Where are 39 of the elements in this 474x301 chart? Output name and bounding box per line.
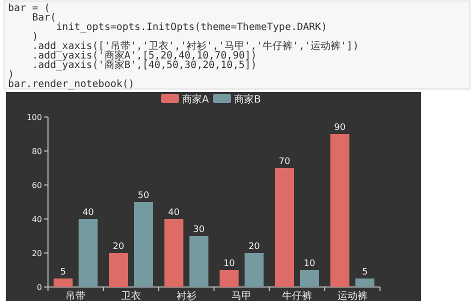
bar xyxy=(244,253,264,287)
data-label: 20 xyxy=(112,242,124,252)
x-tick-label: 牛仔裤 xyxy=(282,290,312,301)
data-label: 5 xyxy=(362,268,368,278)
x-tick-label: 衬衫 xyxy=(176,290,196,301)
data-label: 30 xyxy=(193,225,205,235)
y-tick-label: 60 xyxy=(32,181,42,190)
data-label: 20 xyxy=(248,242,260,252)
bar xyxy=(109,253,128,287)
legend-label: 商家A xyxy=(182,94,209,106)
x-tick-label: 运动裤 xyxy=(337,290,368,301)
data-label: 40 xyxy=(82,208,94,218)
x-tick-label: 马甲 xyxy=(232,291,252,301)
data-label: 10 xyxy=(223,259,236,269)
x-tick-label: 卫衣 xyxy=(121,290,141,301)
data-label: 90 xyxy=(334,123,346,133)
bar xyxy=(300,270,319,287)
bar xyxy=(355,278,374,287)
bar xyxy=(330,134,350,287)
y-tick-label: 0 xyxy=(36,283,42,292)
data-label: 10 xyxy=(304,259,316,269)
bar xyxy=(134,202,153,287)
bar xyxy=(189,236,208,287)
bar xyxy=(220,270,239,287)
bar xyxy=(275,168,294,287)
data-label: 70 xyxy=(278,157,290,167)
data-label: 5 xyxy=(60,268,66,278)
y-tick-label: 20 xyxy=(32,249,42,258)
data-label: 50 xyxy=(138,191,150,201)
y-tick-label: 40 xyxy=(32,215,42,224)
y-tick-label: 80 xyxy=(32,147,42,156)
x-tick-label: 吊带 xyxy=(66,290,86,301)
bar xyxy=(78,219,98,287)
data-label: 40 xyxy=(168,208,180,218)
y-tick-label: 100 xyxy=(26,113,42,122)
bar xyxy=(54,278,73,287)
legend-label: 商家B xyxy=(234,94,261,106)
bar xyxy=(164,219,184,287)
annotations: bar = ( Bar( init_opts=opts.InitOpts(theme=ThemeType.DARK) ) .add_xaxis(['吊带','卫衣','衬衫','马甲','牛仔裤','运动裤']) .add_yaxis('商家A',[5,20,40,10,70,90]) .add_yaxis('商家B',[40,50,30,20,10,5]) ) bar.render_notebook() xyxy=(8,3,359,90)
